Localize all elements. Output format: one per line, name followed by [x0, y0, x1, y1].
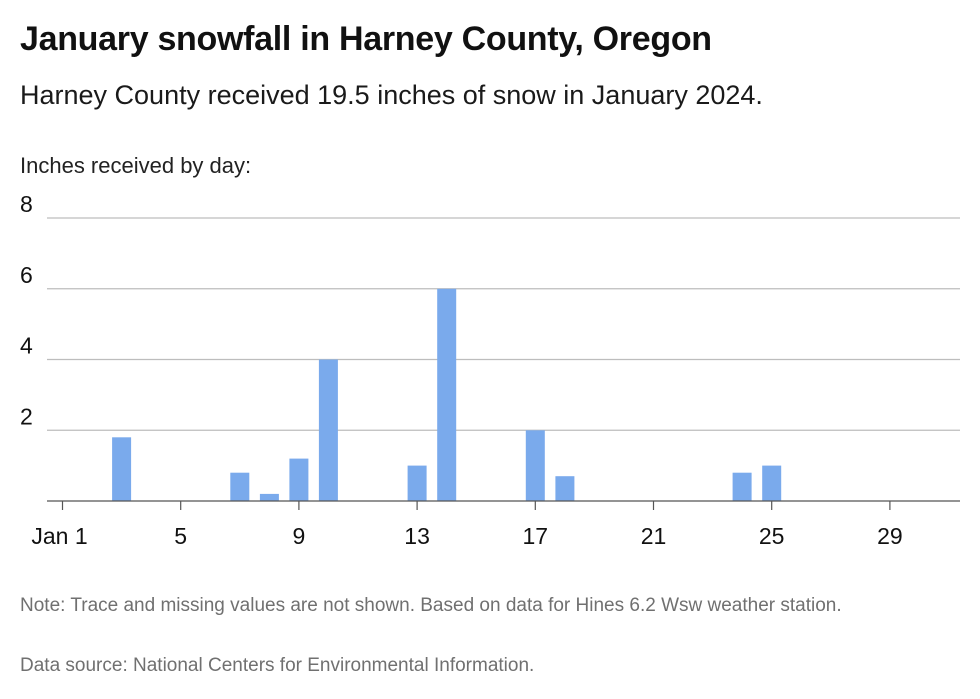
bar-jan-3 [112, 437, 132, 501]
x-tick-label: 5 [174, 523, 187, 549]
x-tick-label: 13 [404, 523, 430, 549]
bar-jan-8 [259, 493, 279, 501]
bar-jan-17 [525, 430, 545, 502]
bar-jan-9 [289, 458, 309, 501]
x-tick-label: Jan 1 [31, 523, 87, 549]
y-tick-label: 8 [20, 195, 33, 217]
x-tick-label: 17 [523, 523, 549, 549]
bars [112, 288, 782, 502]
y-tick-label: 2 [20, 403, 33, 429]
x-axis: Jan 1 5 9 13 17 21 25 29 [31, 500, 960, 549]
chart-title: January snowfall in Harney County, Orego… [20, 20, 712, 58]
chart-subtitle: Harney County received 19.5 inches of sn… [20, 80, 763, 110]
x-tick-label: 29 [877, 523, 903, 549]
data-source: Data source: National Centers for Enviro… [20, 655, 535, 676]
bar-chart: 2 4 6 8 Jan 1 5 9 13 17 21 25 29 [20, 195, 960, 549]
x-tick-label: 25 [759, 523, 785, 549]
bar-jan-7 [230, 472, 250, 501]
bar-jan-25 [762, 465, 782, 501]
y-tick-label: 6 [20, 262, 33, 288]
bar-jan-10 [318, 359, 338, 501]
y-tick-labels: 2 4 6 8 [20, 195, 33, 429]
footnote: Note: Trace and missing values are not s… [20, 595, 842, 616]
x-tick-label: 21 [641, 523, 667, 549]
x-tick-label: 9 [293, 523, 306, 549]
gridlines [47, 217, 960, 431]
bar-jan-14 [437, 288, 457, 502]
bar-jan-18 [555, 476, 575, 501]
bar-jan-24 [732, 472, 752, 501]
bar-jan-13 [407, 465, 427, 501]
y-axis-label: Inches received by day: [20, 153, 252, 178]
y-tick-label: 4 [20, 333, 33, 359]
